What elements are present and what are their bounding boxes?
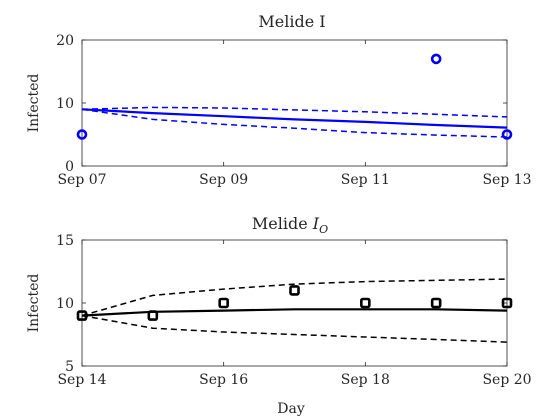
y-tick-label: 5	[65, 359, 74, 375]
observed-point	[289, 285, 300, 296]
y-tick-label: 10	[56, 96, 74, 112]
x-tick-label: Sep 09	[199, 172, 248, 188]
panel-bottom: Melide IO Infected Day Sep 14 Sep 16 Sep 1…	[26, 214, 532, 417]
observed-point	[218, 297, 229, 309]
y-tick-label: 0	[65, 159, 74, 175]
upper-bound-line	[81, 278, 508, 317]
x-tick-label: Sep 11	[341, 172, 390, 188]
y-tick-label: 15	[56, 233, 74, 249]
mean-line	[81, 308, 508, 317]
lower-bound-line	[81, 314, 508, 343]
y-axis-label-bottom: Infected	[26, 274, 42, 333]
observed-point	[501, 297, 513, 309]
observed-point	[76, 129, 88, 140]
plot-title-bottom-text: Melide	[252, 214, 313, 233]
upper-bound-line	[81, 106, 508, 118]
observed-point	[147, 310, 159, 321]
observed-point	[430, 53, 442, 65]
y-axis-label-top: Infected	[26, 74, 42, 133]
observed-point	[76, 310, 88, 321]
y-tick-label: 20	[56, 33, 74, 49]
x-tick-label: Sep 20	[482, 372, 531, 388]
axes-box	[81, 239, 508, 367]
plot-title-bottom: Melide IO	[252, 214, 328, 236]
y-tick-label: 10	[56, 296, 74, 312]
x-axis-label-bottom: Day	[277, 401, 305, 417]
x-tick-label: Sep 07	[57, 172, 106, 188]
observed-point	[430, 297, 442, 309]
x-tick-label: Sep 16	[199, 372, 248, 388]
plot-title-bottom-math: I	[312, 214, 320, 233]
panel-top: Melide I Infected Sep 07 Sep 09 Sep 11 Sep …	[26, 12, 532, 188]
observed-point	[501, 129, 513, 140]
x-tick-label: Sep 13	[482, 172, 531, 188]
lower-bound-line	[81, 108, 508, 138]
x-tick-label: Sep 14	[57, 372, 106, 388]
axes-box	[81, 39, 508, 167]
observed-point	[360, 297, 371, 309]
x-tick-label: Sep 18	[341, 372, 390, 388]
plot-title-bottom-subscript: O	[319, 223, 328, 236]
plot-title-top: Melide I	[258, 12, 325, 31]
mean-line	[81, 108, 508, 129]
